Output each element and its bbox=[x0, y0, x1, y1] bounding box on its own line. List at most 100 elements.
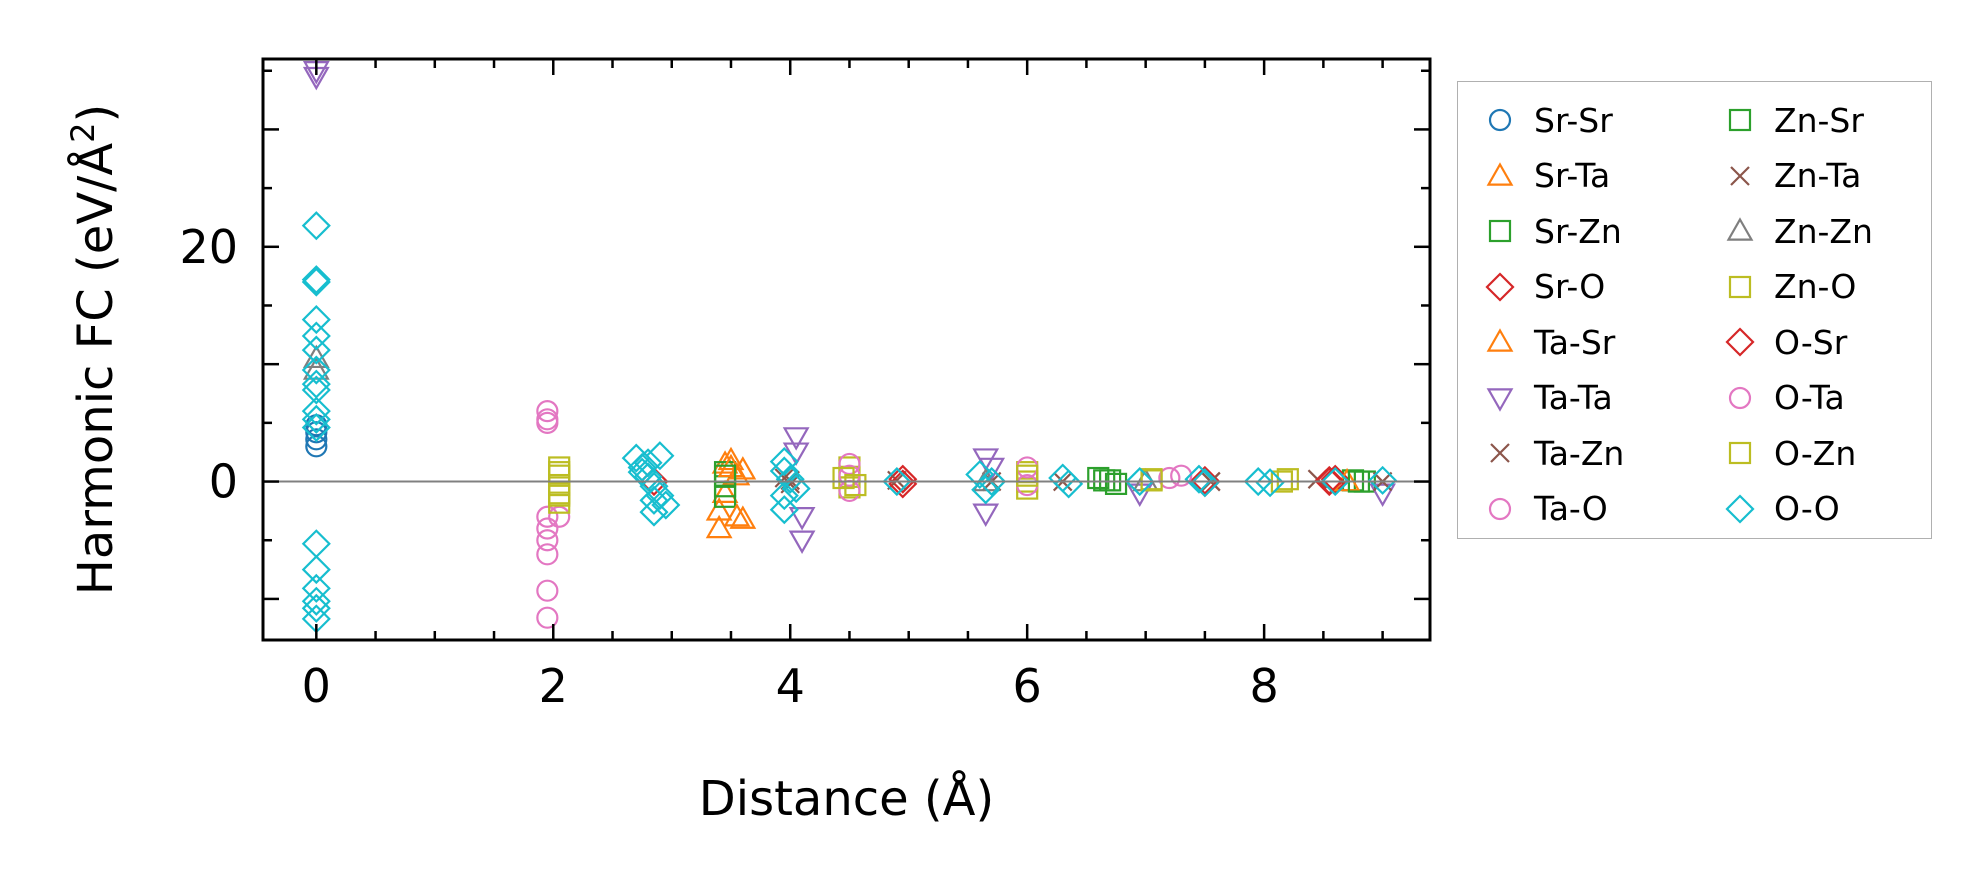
data-point-o-zn bbox=[832, 466, 855, 490]
legend-item-sr-sr: Sr-Sr bbox=[1480, 92, 1613, 148]
data-point-o-o bbox=[1243, 466, 1273, 497]
legend-item-zn-zn: Zn-Zn bbox=[1720, 203, 1873, 259]
data-point-sr-ta bbox=[717, 446, 745, 471]
data-point-o-ta bbox=[1158, 466, 1181, 490]
legend-item-o-o: O-O bbox=[1720, 481, 1840, 537]
data-point-ta-ta bbox=[788, 530, 816, 554]
legend-marker-icon bbox=[1730, 165, 1750, 186]
legend-marker bbox=[1485, 271, 1515, 302]
legend-marker-icon bbox=[1488, 108, 1512, 132]
data-point-o-o bbox=[775, 464, 805, 494]
data-point-ta-o bbox=[536, 606, 559, 629]
data-point-o-zn bbox=[1016, 464, 1039, 487]
legend-item-ta-o: Ta-O bbox=[1480, 481, 1608, 537]
data-point-sr-sr bbox=[305, 435, 328, 458]
legend-marker bbox=[1728, 108, 1752, 132]
legend-marker-icon bbox=[1485, 271, 1515, 302]
data-point-o-o bbox=[627, 457, 657, 487]
data-point-sr-zn bbox=[713, 485, 737, 508]
data-point-ta-o bbox=[536, 517, 559, 540]
data-point-o-o bbox=[301, 321, 331, 351]
x-tick-label: 6 bbox=[1013, 659, 1042, 713]
tick-labels: 0 2 4 6 8 0 20 bbox=[179, 220, 1278, 713]
data-point-o-o bbox=[301, 573, 331, 603]
data-point-sr-sr bbox=[305, 421, 328, 444]
legend-label: Zn-O bbox=[1774, 267, 1857, 306]
data-point-ta-sr bbox=[729, 505, 757, 529]
series-o-o bbox=[301, 211, 1398, 634]
legend-label: Zn-Ta bbox=[1774, 156, 1862, 195]
legend-marker bbox=[1486, 328, 1514, 352]
data-point-o-o bbox=[781, 474, 811, 504]
legend-label: Zn-Zn bbox=[1774, 211, 1873, 251]
legend-marker-icon bbox=[1726, 217, 1754, 241]
legend-marker bbox=[1728, 386, 1752, 409]
data-point-o-o bbox=[301, 305, 331, 335]
legend-label: Sr-O bbox=[1534, 267, 1606, 306]
data-point-ta-ta bbox=[1369, 483, 1397, 507]
legend-marker-icon bbox=[1488, 219, 1512, 243]
legend-label: Ta-O bbox=[1534, 489, 1608, 528]
legend-label: Sr-Ta bbox=[1534, 156, 1611, 195]
data-point-o-o bbox=[301, 355, 331, 385]
legend-marker bbox=[1488, 108, 1512, 132]
data-point-o-o bbox=[1190, 468, 1220, 498]
data-point-ta-ta bbox=[972, 503, 1000, 527]
data-point-o-o bbox=[1054, 469, 1084, 499]
data-point-o-o bbox=[1368, 465, 1398, 495]
data-point-sr-ta bbox=[705, 497, 733, 521]
axis-ticks bbox=[263, 59, 1430, 640]
data-point-o-o bbox=[301, 404, 331, 434]
legend-item-ta-zn: Ta-Zn bbox=[1480, 425, 1624, 481]
legend-item-ta-ta: Ta-Ta bbox=[1480, 370, 1613, 426]
legend-label: Sr-Zn bbox=[1534, 211, 1622, 251]
legend-marker-icon bbox=[1725, 493, 1755, 524]
legend-label: O-Ta bbox=[1774, 378, 1845, 417]
data-point-o-o bbox=[977, 466, 1007, 497]
y-tick-label: 0 bbox=[209, 455, 238, 509]
data-point-sr-zn bbox=[1087, 466, 1110, 490]
data-point-o-o bbox=[301, 529, 331, 559]
legend-item-sr-ta: Sr-Ta bbox=[1480, 148, 1610, 204]
legend-marker-icon bbox=[1725, 327, 1755, 357]
data-point-o-o bbox=[301, 265, 331, 295]
legend-item-zn-o: Zn-O bbox=[1720, 259, 1856, 315]
x-axis-label: Distance (Å) bbox=[699, 770, 994, 827]
data-point-o-o bbox=[633, 448, 663, 478]
data-point-o-o bbox=[627, 452, 657, 483]
data-point-ta-o bbox=[536, 543, 559, 566]
data-point-o-zn bbox=[844, 473, 867, 497]
data-point-o-o bbox=[301, 211, 331, 241]
data-point-ta-ta bbox=[782, 427, 810, 451]
series-sr-ta bbox=[705, 446, 751, 539]
y-axis-label: Harmonic FC (eV/Å2) bbox=[64, 104, 124, 596]
data-point-o-o bbox=[301, 555, 331, 585]
legend-marker-icon bbox=[1728, 386, 1752, 409]
data-point-o-o bbox=[301, 267, 331, 297]
legend-item-zn-ta: Zn-Ta bbox=[1720, 148, 1861, 204]
data-point-o-o bbox=[639, 497, 669, 527]
data-point-ta-o bbox=[536, 579, 559, 602]
data-point-ta-o bbox=[548, 505, 571, 528]
series-sr-zn bbox=[713, 461, 1376, 508]
data-point-sr-o bbox=[888, 464, 918, 494]
data-point-ta-o bbox=[536, 529, 559, 552]
legend-marker bbox=[1486, 161, 1514, 186]
data-point-o-o bbox=[301, 412, 331, 443]
legend-item-sr-zn: Sr-Zn bbox=[1480, 203, 1622, 259]
data-point-zn-zn bbox=[302, 356, 330, 380]
legend-label: Zn-Sr bbox=[1774, 100, 1864, 140]
legend-label: O-O bbox=[1774, 489, 1840, 528]
data-point-ta-ta bbox=[788, 507, 816, 531]
data-point-o-o bbox=[639, 485, 669, 515]
legend-label: O-Zn bbox=[1774, 433, 1857, 473]
legend-marker-icon bbox=[1486, 161, 1514, 186]
data-point-o-o bbox=[769, 495, 799, 525]
data-point-o-sr bbox=[888, 469, 918, 499]
legend-label: Sr-Sr bbox=[1534, 100, 1613, 140]
data-point-o-o bbox=[1320, 466, 1350, 497]
x-tick-label: 0 bbox=[302, 659, 331, 713]
data-point-o-o bbox=[1125, 466, 1155, 497]
data-point-o-o bbox=[633, 462, 663, 492]
legend-item-sr-o: Sr-O bbox=[1480, 259, 1605, 315]
